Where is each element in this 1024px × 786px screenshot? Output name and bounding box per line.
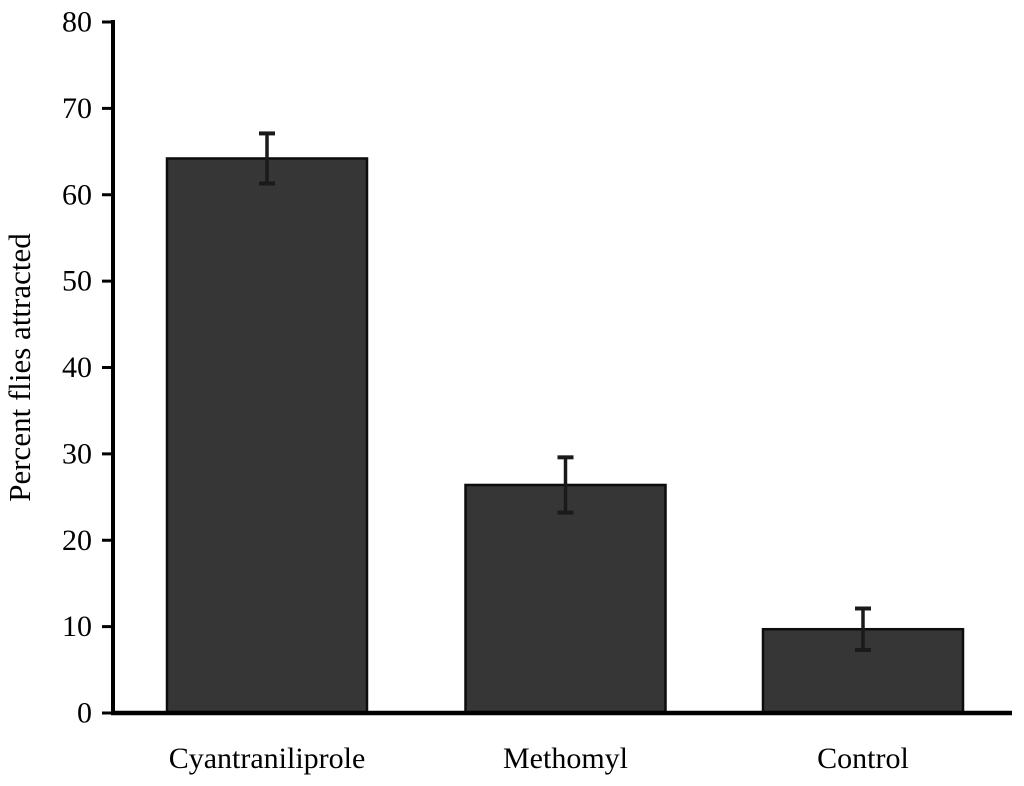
y-tick-label: 0	[77, 697, 92, 730]
y-axis-title: Percent flies attracted	[2, 233, 37, 502]
y-tick-label: 20	[62, 524, 92, 557]
y-tick-label: 30	[62, 437, 92, 470]
y-tick-label: 50	[62, 265, 92, 298]
y-tick-label: 70	[62, 92, 92, 125]
x-category-label: Control	[817, 742, 909, 775]
bar	[165, 157, 369, 715]
y-tick-label: 40	[62, 351, 92, 384]
x-category-label: Methomyl	[503, 742, 628, 775]
y-tick-label: 60	[62, 178, 92, 211]
y-tick-label: 10	[62, 610, 92, 643]
x-category-label: Cyantraniliprole	[169, 742, 366, 775]
bar	[464, 483, 667, 715]
y-tick-label: 80	[62, 6, 92, 39]
